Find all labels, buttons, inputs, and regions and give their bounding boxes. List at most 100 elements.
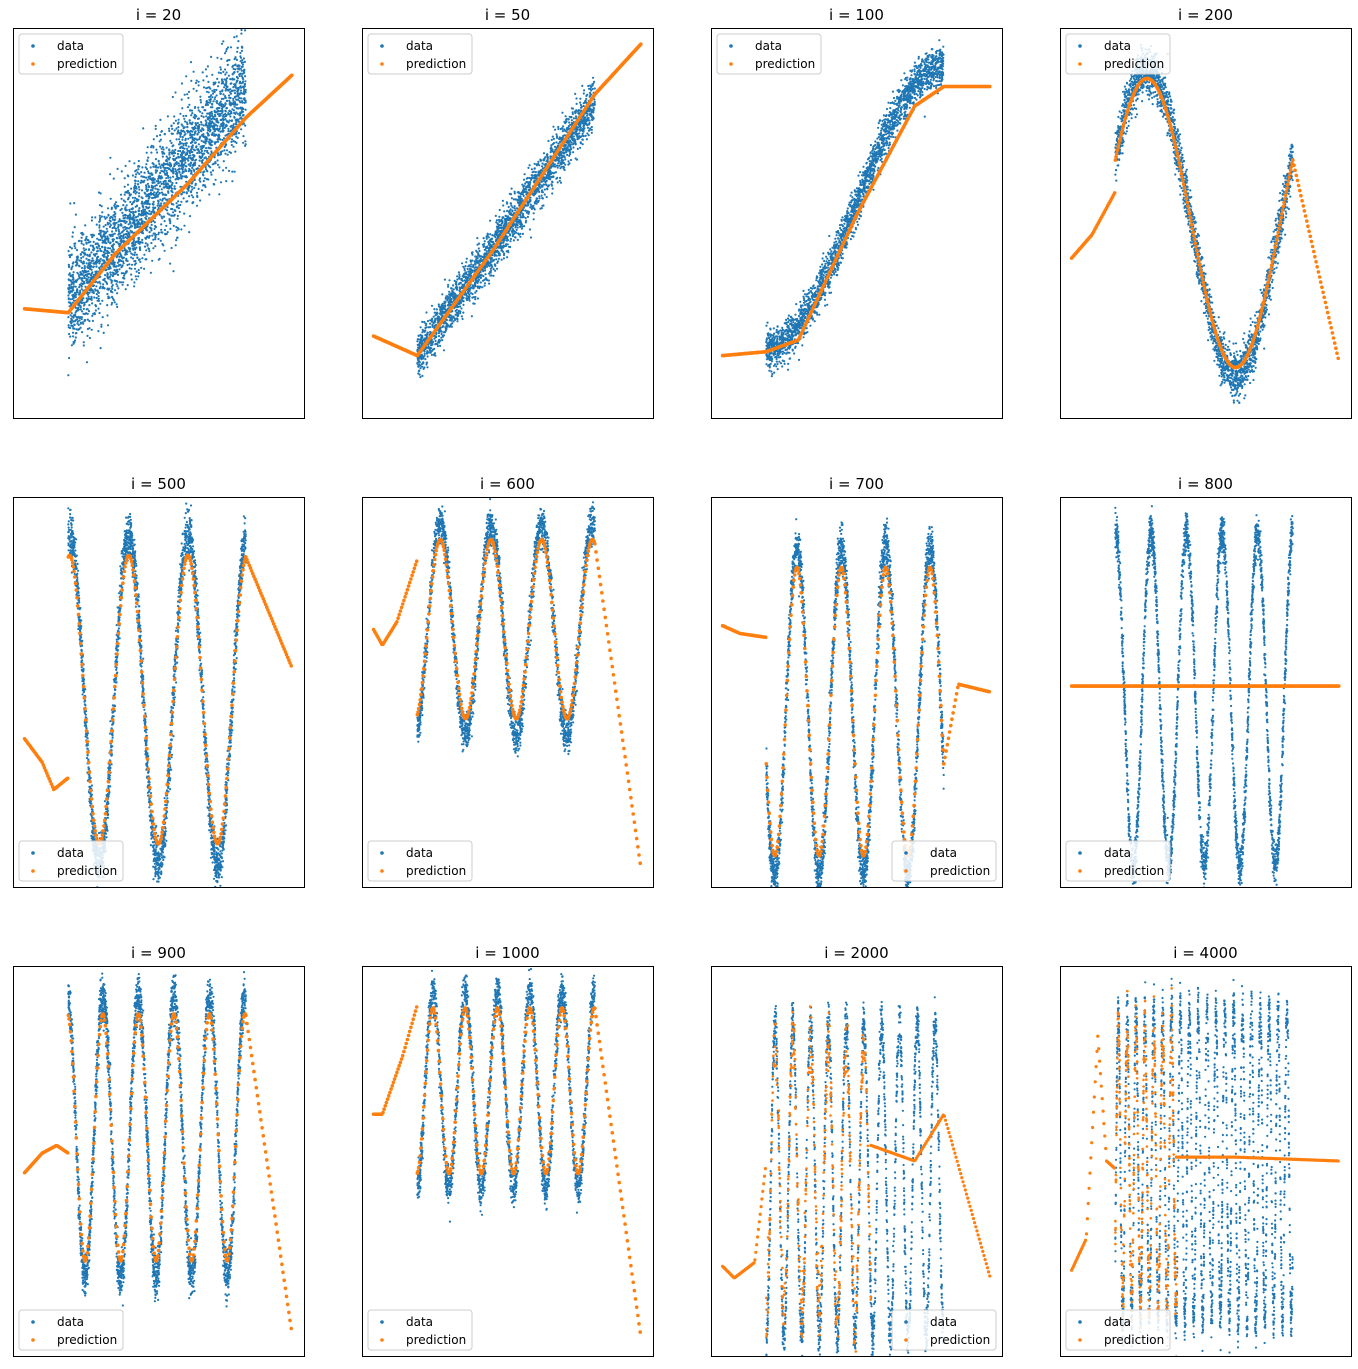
data-point — [163, 220, 166, 223]
data-point — [205, 121, 208, 124]
data-point — [241, 100, 244, 103]
data-point — [153, 181, 156, 184]
data-point — [152, 219, 155, 223]
data-point — [86, 327, 89, 331]
data-point — [133, 251, 137, 254]
data-point — [222, 70, 225, 73]
data-point — [70, 289, 73, 293]
data-point — [222, 137, 226, 140]
data-point — [519, 235, 522, 238]
data-point — [68, 273, 71, 276]
data-point — [216, 163, 220, 166]
data-point — [202, 106, 205, 109]
data-point — [181, 138, 184, 141]
data-point — [160, 202, 163, 205]
data-point — [474, 263, 477, 266]
data-point — [240, 97, 243, 100]
data-point — [170, 187, 174, 190]
data-point — [201, 112, 204, 115]
data-point — [219, 68, 222, 71]
data-point — [159, 171, 162, 174]
data-point — [86, 238, 89, 241]
data-point — [583, 121, 587, 124]
data-point — [166, 212, 169, 215]
data-point — [537, 160, 540, 163]
data-point — [116, 280, 119, 283]
data-point — [112, 214, 115, 217]
plot-area — [371, 42, 643, 379]
data-point — [104, 238, 107, 241]
data-point — [436, 315, 440, 318]
data-point — [144, 216, 147, 219]
data-point — [213, 130, 216, 133]
data-point — [187, 170, 190, 173]
data-point — [176, 132, 179, 135]
data-point — [418, 373, 421, 376]
data-point — [180, 193, 183, 196]
data-point — [186, 200, 189, 203]
data-point — [576, 147, 579, 150]
data-point — [91, 236, 94, 239]
data-point — [148, 231, 151, 234]
data-point — [219, 92, 222, 95]
data-point — [455, 311, 458, 314]
data-point — [461, 317, 464, 321]
data-point — [79, 316, 82, 319]
data-point — [139, 181, 142, 184]
data-point — [503, 252, 506, 255]
data-point — [471, 265, 474, 268]
data-point — [138, 172, 141, 175]
data-point — [81, 331, 84, 334]
data-point — [110, 281, 113, 284]
data-point — [573, 138, 576, 141]
data-point — [201, 153, 204, 156]
data-point — [80, 284, 83, 287]
data-point — [150, 241, 153, 245]
data-point — [191, 188, 194, 191]
legend-label-prediction: prediction — [57, 57, 117, 71]
data-point — [202, 179, 205, 183]
data-point — [552, 175, 555, 178]
data-point — [85, 235, 88, 238]
data-point — [94, 242, 98, 245]
data-point — [152, 192, 155, 196]
data-point — [81, 231, 84, 235]
data-point — [76, 255, 79, 258]
data-point — [173, 129, 176, 132]
data-point — [202, 115, 205, 119]
data-point — [174, 187, 177, 190]
data-point — [87, 241, 90, 244]
data-point — [216, 138, 219, 141]
data-point — [103, 287, 106, 290]
data-point — [224, 115, 227, 118]
data-point — [218, 166, 221, 169]
data-point — [242, 141, 245, 144]
data-point — [113, 232, 116, 235]
data-point — [540, 165, 544, 168]
data-point — [133, 253, 136, 257]
data-point — [123, 216, 126, 220]
data-point — [184, 161, 187, 164]
data-point — [229, 96, 232, 100]
data-point — [136, 219, 139, 222]
data-point — [90, 251, 93, 254]
data-point — [106, 252, 109, 255]
data-point — [220, 103, 223, 106]
data-point — [170, 214, 173, 217]
data-point — [198, 159, 201, 162]
data-point — [475, 249, 478, 252]
subplot-title: i = 20 — [136, 6, 181, 24]
data-point — [500, 258, 503, 261]
data-point — [209, 95, 212, 98]
data-point — [522, 178, 526, 181]
data-point — [505, 239, 508, 242]
data-point — [207, 80, 210, 83]
data-point — [79, 306, 82, 309]
data-point — [137, 209, 140, 212]
data-point — [244, 144, 247, 147]
data-point — [137, 180, 140, 183]
data-point — [107, 268, 110, 271]
data-point — [99, 302, 102, 305]
data-point — [105, 216, 108, 219]
data-point — [152, 238, 155, 241]
